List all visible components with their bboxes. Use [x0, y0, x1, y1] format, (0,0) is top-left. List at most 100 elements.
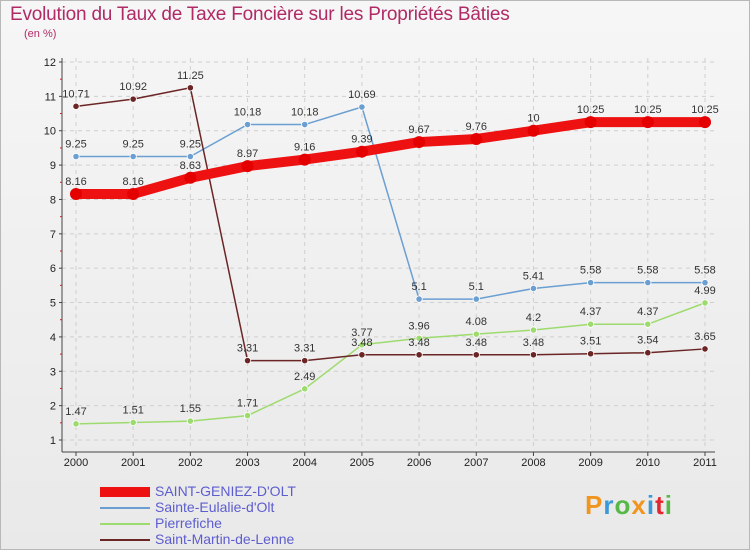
- data-point: [355, 145, 368, 158]
- series-line-0: [76, 117, 705, 199]
- x-tick-label: 2008: [521, 457, 545, 469]
- data-label: 10.25: [691, 104, 719, 116]
- y-tick-label: 8: [50, 194, 56, 206]
- data-point: [358, 341, 366, 349]
- x-tick-label: 2010: [636, 457, 660, 469]
- data-label: 1.71: [237, 398, 258, 410]
- data-point: [70, 187, 82, 200]
- data-label: 1.55: [180, 403, 201, 415]
- data-point: [358, 351, 366, 359]
- data-label: 9.25: [180, 139, 201, 151]
- proxiti-logo: Proxiti: [585, 490, 673, 521]
- data-point: [644, 279, 652, 287]
- data-point: [529, 284, 538, 293]
- data-label: 3.31: [237, 343, 258, 355]
- x-tick-label: 2007: [464, 457, 488, 469]
- data-label: 3.65: [694, 331, 715, 343]
- data-point: [701, 299, 709, 307]
- data-point: [298, 153, 311, 166]
- data-point: [472, 351, 480, 359]
- data-label: 9.76: [466, 121, 487, 133]
- x-tick-label: 2006: [407, 457, 431, 469]
- data-label: 3.77: [351, 327, 372, 339]
- y-tick-label: 6: [50, 263, 56, 275]
- data-point: [699, 116, 711, 129]
- data-point: [701, 279, 709, 287]
- data-point: [241, 160, 254, 173]
- x-tick-label: 2000: [64, 457, 88, 469]
- data-point: [72, 420, 80, 428]
- x-tick-label: 2001: [121, 457, 145, 469]
- legend-label: SAINT-GENIEZ-D'OLT: [155, 483, 296, 499]
- data-label: 3.96: [408, 320, 429, 332]
- data-label: 9.16: [294, 142, 315, 154]
- data-point: [587, 350, 595, 358]
- data-label: 3.48: [351, 337, 372, 349]
- logo-letter: i: [664, 490, 673, 520]
- data-label: 11.25: [177, 70, 204, 82]
- series-labels: 8.16 8.16 8.63 8.97 9.16 9.39 9.67 9.76 10 10.25 1…: [62, 70, 719, 418]
- data-point: [472, 295, 480, 303]
- data-point: [584, 116, 597, 129]
- data-label: 8.63: [180, 160, 201, 172]
- series-lines: [75, 87, 706, 425]
- data-label: 9.39: [351, 134, 372, 146]
- logo-letter: x: [631, 490, 647, 520]
- data-point: [129, 95, 137, 103]
- data-point: [701, 345, 709, 353]
- data-point: [243, 120, 252, 129]
- data-point: [413, 136, 426, 149]
- y-tick-label: 2: [50, 401, 56, 413]
- data-label: 10.69: [348, 89, 376, 101]
- data-point: [72, 102, 80, 110]
- data-label: 3.31: [294, 343, 315, 355]
- y-tick-label: 12: [44, 57, 56, 69]
- data-label: 3.48: [466, 337, 487, 349]
- data-label: 4.99: [694, 285, 715, 297]
- data-label: 8.16: [65, 176, 86, 188]
- data-label: 5.41: [523, 270, 544, 282]
- data-label: 4.2: [526, 312, 541, 324]
- data-label: 5.58: [694, 265, 715, 277]
- legend-label: Saint-Martin-de-Lenne: [155, 531, 295, 547]
- data-label: 10.18: [234, 107, 262, 119]
- logo-letter: i: [646, 490, 656, 520]
- y-tick-label: 5: [50, 298, 56, 310]
- data-point: [644, 320, 652, 328]
- data-point: [641, 116, 654, 129]
- data-label: 8.97: [237, 148, 258, 160]
- data-point: [243, 412, 252, 420]
- data-point: [527, 124, 540, 137]
- data-point: [415, 351, 423, 359]
- x-tick-label: 2011: [693, 457, 717, 469]
- data-label: 10.25: [577, 104, 605, 116]
- data-point: [529, 351, 538, 359]
- data-label: 5.1: [469, 281, 484, 293]
- data-label: 1.51: [122, 404, 143, 416]
- data-point: [415, 334, 423, 342]
- data-label: 9.25: [122, 139, 143, 151]
- legend-label: Pierrefiche: [155, 515, 222, 531]
- data-label: 3.51: [580, 336, 601, 348]
- x-tick-label: 2009: [578, 457, 602, 469]
- data-label: 5.58: [580, 265, 601, 277]
- data-point: [301, 120, 309, 129]
- data-label: 3.54: [637, 335, 658, 347]
- y-tick-label: 3: [50, 366, 56, 378]
- data-point: [644, 349, 652, 357]
- data-point: [415, 295, 423, 303]
- y-tick-label: 11: [45, 91, 56, 103]
- data-point: [301, 385, 309, 393]
- data-label: 4.08: [466, 316, 487, 328]
- legend-swatch: [100, 523, 150, 525]
- data-label: 2.49: [294, 371, 315, 383]
- data-label: 3.48: [408, 337, 429, 349]
- legend-swatch: [100, 487, 150, 497]
- chart-title: Evolution du Taux de Taxe Foncière sur l…: [10, 4, 510, 25]
- legend-label: Sainte-Eulalie-d'Olt: [155, 499, 275, 515]
- data-label: 4.37: [637, 306, 658, 318]
- data-point: [186, 152, 194, 161]
- x-tick-label: 2004: [292, 457, 316, 469]
